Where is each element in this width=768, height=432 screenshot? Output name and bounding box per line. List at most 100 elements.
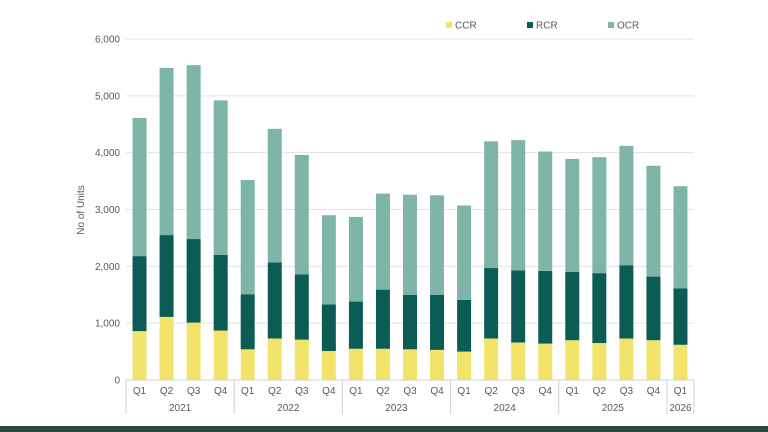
bar-rcr	[321, 304, 336, 352]
bar-rcr	[132, 256, 147, 332]
x-tick-label: Q3	[512, 386, 526, 397]
bar-ocr	[538, 151, 553, 271]
x-tick-label: Q1	[457, 386, 471, 397]
bar-rcr	[375, 289, 390, 349]
bar-rcr	[403, 294, 417, 350]
bar-rcr	[267, 262, 282, 339]
x-tick-label: Q3	[620, 386, 634, 397]
bar-rcr	[213, 254, 228, 331]
bar-ocr	[159, 67, 174, 236]
bar-ocr	[240, 179, 255, 295]
x-tick-label: Q2	[160, 386, 174, 397]
legend-swatch-ocr	[608, 22, 614, 28]
x-tick-label: Q2	[593, 386, 607, 397]
bar-ocr	[484, 141, 499, 269]
bar-ocr	[348, 216, 363, 302]
x-axis: Q1 Q2 Q3 Q4 Q1 Q2 Q3 Q4 Q1 Q2 Q3 Q4 Q1 Q2 Q3 Q4 Q1 Q2 Q3 Q4…	[125, 379, 695, 414]
bar-ccr	[132, 331, 147, 380]
bar-ccr	[484, 338, 499, 380]
x-tick-label: Q4	[214, 386, 228, 397]
bar-rcr	[538, 270, 553, 344]
x-tick-label: Q1	[241, 386, 255, 397]
x-tick-label: Q2	[268, 386, 282, 397]
bar-rcr	[619, 265, 634, 339]
x-tick-label: Q1	[349, 386, 363, 397]
bar-ocr	[592, 157, 607, 274]
bar-ccr	[619, 338, 634, 380]
bar-ccr	[294, 339, 309, 380]
bottom-border	[0, 426, 768, 432]
x-tick-label: Q2	[376, 386, 390, 397]
x-tick-label: Q4	[322, 386, 336, 397]
x-tick-label: Q1	[566, 386, 580, 397]
bar-rcr	[430, 294, 445, 350]
bar-ccr	[375, 348, 390, 380]
legend-label-rcr: RCR	[536, 21, 558, 32]
bar-ccr	[646, 340, 661, 380]
bar-ccr	[321, 351, 336, 380]
bar-rcr	[592, 273, 607, 344]
bar-ocr	[619, 145, 634, 266]
bar-ccr	[267, 338, 282, 380]
bar-ocr	[565, 158, 580, 273]
x-group-label: 2021	[169, 403, 192, 414]
bar-ocr	[267, 128, 282, 263]
bar-ocr	[457, 205, 472, 300]
bar-ccr	[213, 330, 228, 380]
bar-ccr	[565, 340, 580, 380]
bar-rcr	[186, 239, 201, 323]
x-group-label: 2022	[277, 403, 300, 414]
y-tick-label: 2,000	[95, 262, 120, 273]
x-tick-label: Q2	[484, 386, 498, 397]
bar-ccr	[673, 344, 688, 380]
x-tick-label: Q4	[647, 386, 661, 397]
legend-label-ocr: OCR	[617, 21, 639, 32]
bar-rcr	[511, 270, 526, 343]
y-tick-label: 4,000	[95, 148, 120, 159]
bar-ocr	[186, 65, 201, 240]
legend-swatch-rcr	[527, 22, 533, 28]
x-group-label: 2023	[385, 403, 408, 414]
legend-swatch-ccr	[446, 22, 452, 28]
bar-ccr	[348, 348, 363, 380]
x-tick-label: Q3	[295, 386, 309, 397]
y-tick-label: 5,000	[95, 91, 120, 102]
bar-ocr	[375, 193, 390, 290]
bar-ccr	[430, 349, 445, 380]
x-tick-label: Q1	[133, 386, 147, 397]
bar-ccr	[592, 343, 607, 380]
x-tick-label: Q4	[430, 386, 444, 397]
y-axis-label: No of Units	[76, 185, 87, 234]
bar-rcr	[348, 301, 363, 349]
bar-ocr	[294, 154, 309, 275]
x-tick-label: Q1	[674, 386, 688, 397]
x-group-label: 2026	[669, 403, 692, 414]
bar-ocr	[403, 194, 417, 295]
legend-label-ccr: CCR	[455, 21, 477, 32]
bar-rcr	[159, 235, 174, 317]
x-tick-label: Q3	[403, 386, 417, 397]
bar-ccr	[511, 342, 526, 380]
y-tick-label: 0	[114, 376, 120, 387]
bar-rcr	[646, 276, 661, 341]
x-tick-label: Q4	[539, 386, 553, 397]
bar-rcr	[484, 268, 499, 339]
bar-ocr	[430, 195, 445, 295]
bar-ocr	[321, 215, 336, 305]
bar-rcr	[565, 272, 580, 341]
bar-ccr	[538, 343, 553, 380]
bar-ccr	[240, 349, 255, 380]
bar-rcr	[673, 288, 688, 345]
bar-ocr	[511, 140, 526, 271]
bar-ocr	[213, 100, 228, 255]
bar-ccr	[457, 351, 472, 380]
bar-rcr	[457, 299, 472, 352]
y-axis-ticks: 0 1,000 2,000 3,000 4,000 5,000 6,000	[95, 35, 120, 387]
bars	[132, 65, 688, 380]
legend: CCR RCR OCR	[446, 21, 639, 32]
bar-ocr	[132, 117, 147, 257]
bar-rcr	[294, 274, 309, 340]
x-group-label: 2024	[494, 403, 517, 414]
y-tick-label: 1,000	[95, 319, 120, 330]
